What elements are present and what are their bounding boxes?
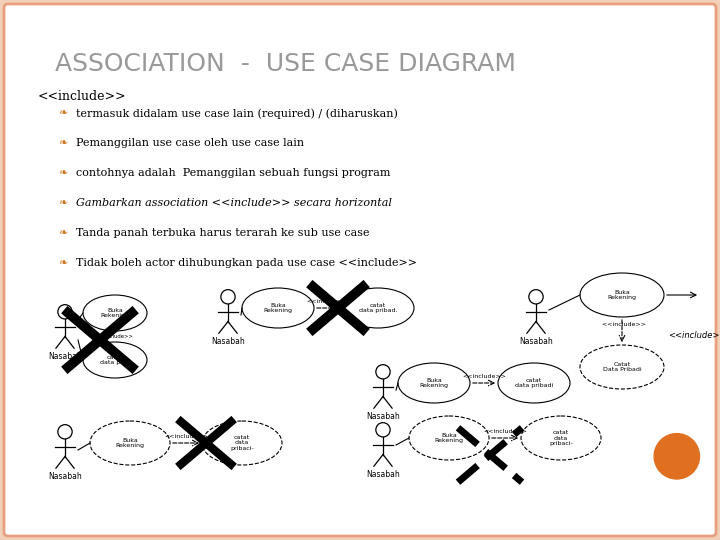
- Text: ❧: ❧: [58, 108, 68, 118]
- Text: ASSOCIATION  -  USE CASE DIAGRAM: ASSOCIATION - USE CASE DIAGRAM: [55, 52, 516, 76]
- Text: Buka
Rekening: Buka Rekening: [115, 437, 145, 448]
- Text: <<include>>: <<include>>: [38, 90, 127, 103]
- Text: Buka
Rekening: Buka Rekening: [434, 433, 464, 443]
- Text: catat
data pribadi: catat data pribadi: [515, 377, 553, 388]
- Text: ❧: ❧: [58, 138, 68, 148]
- Text: <<include>>: <<include>>: [598, 322, 646, 327]
- Text: Tidak boleh actor dihubungkan pada use case <<include>>: Tidak boleh actor dihubungkan pada use c…: [76, 258, 417, 268]
- Text: Buka
Rekening: Buka Rekening: [608, 289, 636, 300]
- Text: Pemanggilan use case oleh use case lain: Pemanggilan use case oleh use case lain: [76, 138, 304, 148]
- Text: termasuk didalam use case lain (required) / (diharuskan): termasuk didalam use case lain (required…: [76, 108, 398, 119]
- Text: <<include>>: <<include>>: [306, 299, 350, 304]
- Text: <<include>>: <<include>>: [164, 434, 208, 439]
- Text: Nasabah: Nasabah: [48, 472, 82, 481]
- Text: <<include>>: <<include>>: [483, 429, 527, 434]
- Text: ❧: ❧: [58, 168, 68, 178]
- Text: Buka
Rekening: Buka Rekening: [264, 302, 292, 313]
- Text: catat
data prib.: catat data prib.: [99, 355, 130, 366]
- Text: Nasabah: Nasabah: [366, 412, 400, 421]
- Text: Nasabah: Nasabah: [211, 337, 245, 346]
- Text: Nasabah: Nasabah: [366, 470, 400, 479]
- Text: catat
data
pribaci-: catat data pribaci-: [230, 435, 254, 451]
- Text: Tanda panah terbuka harus terarah ke sub use case: Tanda panah terbuka harus terarah ke sub…: [76, 228, 369, 238]
- Text: Catat
Data Pribadi: Catat Data Pribadi: [603, 362, 642, 373]
- Text: <<include>>: <<include>>: [668, 330, 720, 340]
- Text: catat
data pribad.: catat data pribad.: [359, 302, 397, 313]
- Text: Nasabah: Nasabah: [48, 352, 82, 361]
- Circle shape: [654, 434, 700, 479]
- Text: ❧: ❧: [58, 198, 68, 208]
- Text: ❧: ❧: [58, 258, 68, 268]
- Text: ❧: ❧: [58, 228, 68, 238]
- Text: Buka
Rekening: Buka Rekening: [101, 308, 130, 319]
- Text: Buka
Rekening: Buka Rekening: [420, 377, 449, 388]
- Text: <<include>>: <<include>>: [96, 334, 133, 340]
- Text: catat
data
pribaci-: catat data pribaci-: [549, 430, 573, 446]
- Text: <<include>>: <<include>>: [462, 374, 506, 379]
- FancyBboxPatch shape: [4, 4, 716, 536]
- Text: contohnya adalah  Pemanggilan sebuah fungsi program: contohnya adalah Pemanggilan sebuah fung…: [76, 168, 390, 178]
- Text: Nasabah: Nasabah: [519, 337, 553, 346]
- Text: Gambarkan association <<include>> secara horizontal: Gambarkan association <<include>> secara…: [76, 198, 392, 208]
